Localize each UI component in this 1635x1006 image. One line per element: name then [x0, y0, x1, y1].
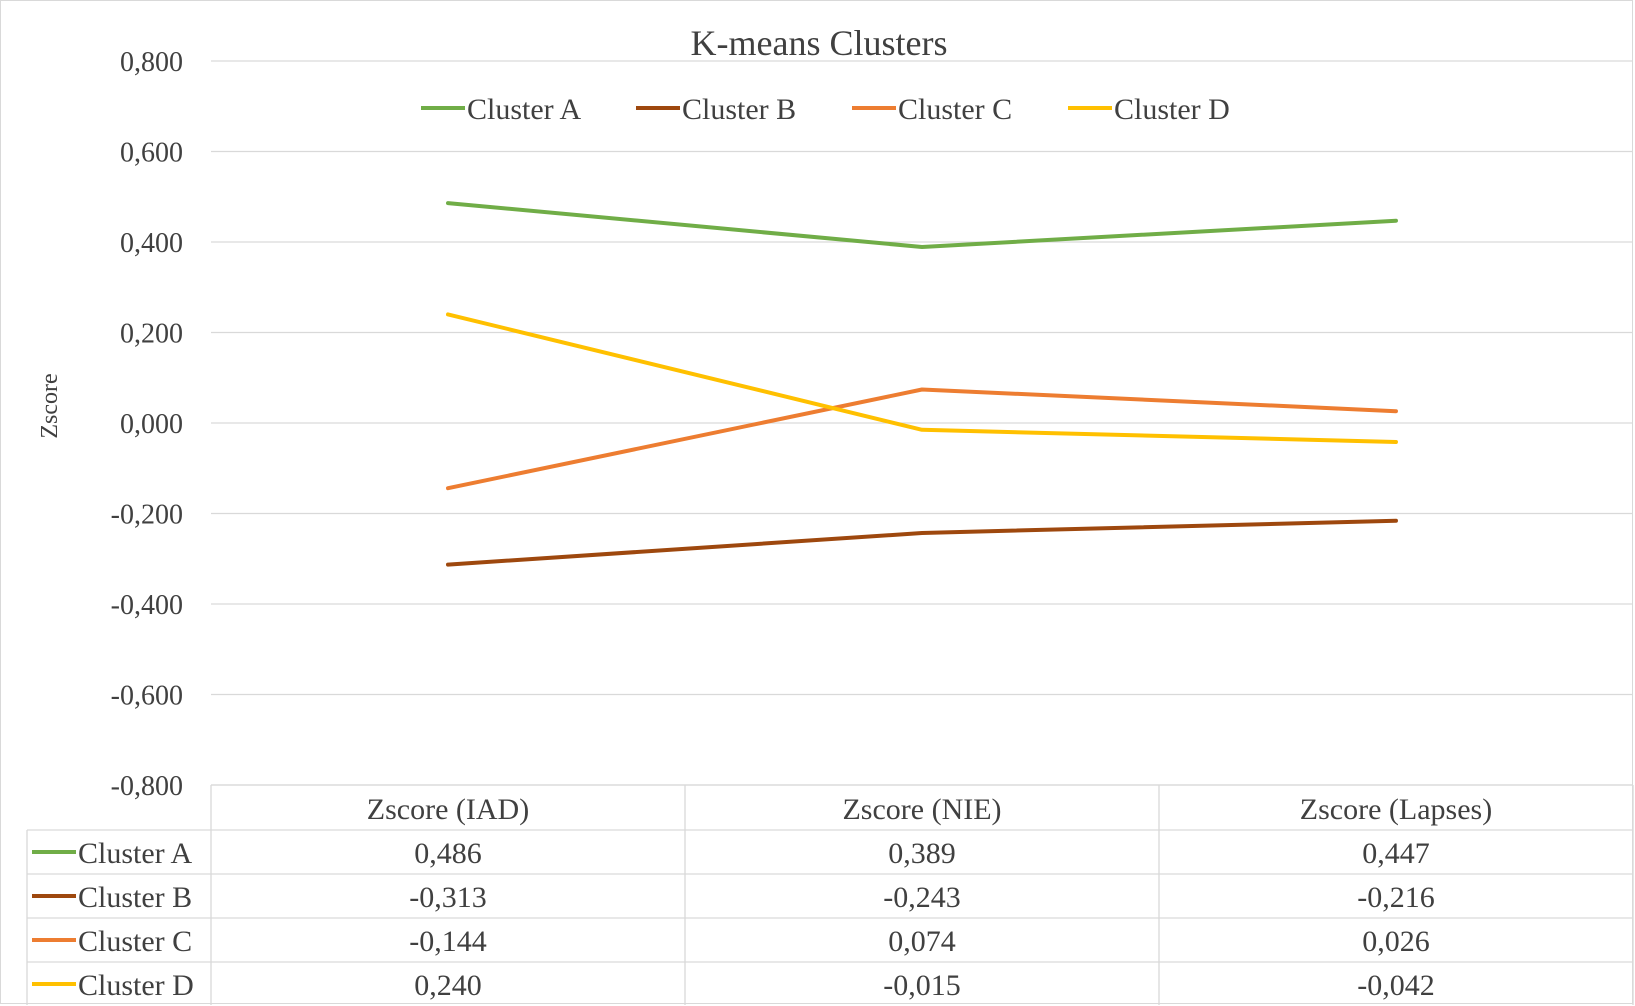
table-header-cell: Zscore (Lapses) — [1300, 793, 1492, 826]
series-line-cluster-a — [446, 201, 1398, 249]
series-line-cluster-b — [446, 518, 1398, 567]
legend-label-cluster-a: Cluster A — [467, 93, 582, 126]
y-tick-label: 0,000 — [120, 409, 183, 440]
y-tick-label: 0,200 — [120, 319, 183, 350]
series-line-cluster-c — [446, 387, 1398, 491]
table-value-cell: 0,447 — [1362, 837, 1430, 870]
series-lines — [446, 201, 1398, 567]
y-tick-label: 0,800 — [120, 47, 183, 78]
table-header-cell: Zscore (IAD) — [367, 793, 529, 826]
y-tick-label: -0,600 — [111, 681, 183, 712]
y-axis-tick-labels: 0,800 0,600 0,400 0,200 0,000 -0,200 -0,400 -0,… — [111, 47, 183, 802]
table-row-label-cluster-d: Cluster D — [78, 969, 194, 1002]
table-value-cell: 0,389 — [888, 837, 956, 870]
table-value-cell: -0,243 — [883, 881, 961, 914]
y-tick-label: -0,400 — [111, 590, 183, 621]
y-tick-label: 0,600 — [120, 138, 183, 169]
table-row-label-cluster-a: Cluster A — [78, 837, 193, 870]
y-tick-label: -0,800 — [111, 771, 183, 802]
table-value-cell: 0,074 — [888, 925, 956, 958]
y-axis-title: Zscore — [37, 373, 63, 438]
y-tick-label: 0,400 — [120, 228, 183, 259]
table-value-cell: -0,042 — [1357, 969, 1435, 1002]
gridlines — [211, 60, 1633, 786]
table-value-cell: -0,313 — [409, 881, 487, 914]
table-header-cell: Zscore (NIE) — [842, 793, 1001, 826]
table-value-cell: 0,486 — [414, 837, 482, 870]
legend: Cluster A Cluster B Cluster C Cluster D — [421, 93, 1230, 126]
chart-title: K-means Clusters — [691, 23, 948, 63]
series-line-cluster-d — [446, 312, 1398, 444]
legend-label-cluster-b: Cluster B — [682, 93, 796, 126]
table-value-cell: 0,240 — [414, 969, 482, 1002]
table-value-cell: 0,026 — [1362, 925, 1430, 958]
table-value-cell: -0,144 — [409, 925, 487, 958]
table-value-cell: -0,015 — [883, 969, 961, 1002]
table-row-label-cluster-b: Cluster B — [78, 881, 192, 914]
table-value-cell: -0,216 — [1357, 881, 1435, 914]
data-table: Zscore (IAD) Zscore (NIE) Zscore (Lapses) C… — [26, 784, 1634, 1005]
table-row-label-cluster-c: Cluster C — [78, 925, 192, 958]
y-tick-label: -0,200 — [111, 500, 183, 531]
legend-label-cluster-d: Cluster D — [1114, 93, 1230, 126]
legend-label-cluster-c: Cluster C — [898, 93, 1012, 126]
